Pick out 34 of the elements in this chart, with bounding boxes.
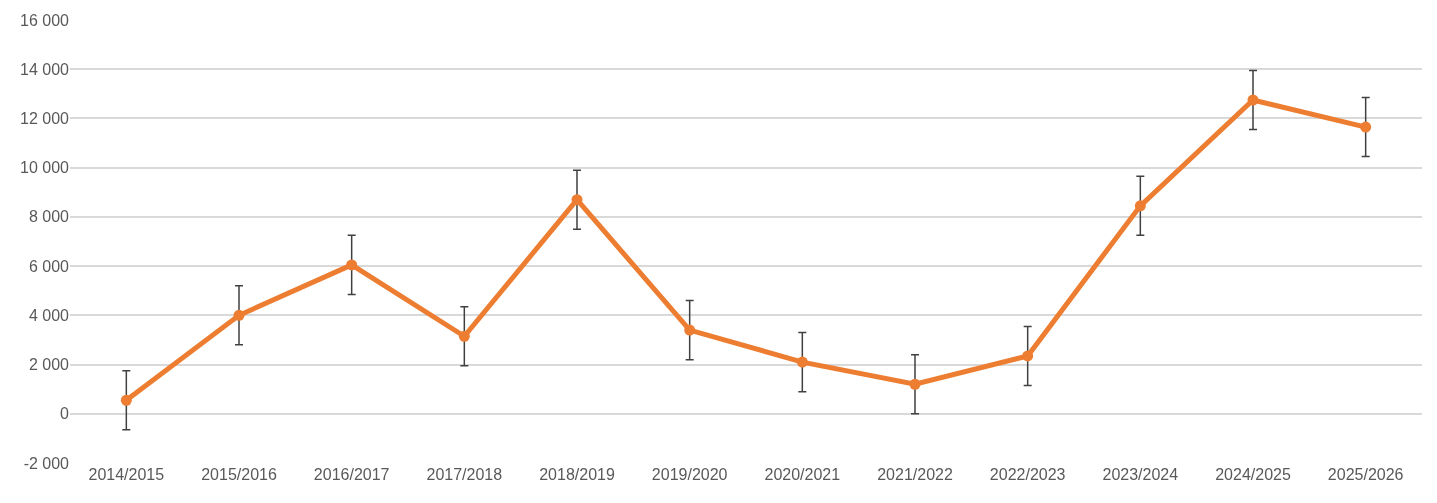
y-tick-label: 4 000 [28,306,70,324]
y-tick-label: 14 000 [20,60,70,78]
y-tick-label: 8 000 [28,208,70,226]
x-tick-label: 2018/2019 [539,466,615,483]
y-tick-label: -2 000 [23,454,70,472]
y-tick-label: 12 000 [20,110,70,128]
point [909,378,921,390]
x-tick-label: 2024/2025 [1215,466,1291,483]
point [233,309,245,321]
x-tick-label: 2025/2026 [1327,466,1404,483]
x-tick-label: 2022/2023 [989,466,1066,483]
x-tick-label: 2019/2020 [651,466,728,483]
x-tick-label: 2023/2024 [1102,466,1179,483]
point [346,259,358,271]
point [120,394,132,406]
point [1022,350,1034,362]
point [1134,200,1146,212]
x-tick-label: 2015/2016 [201,466,277,483]
point [1247,94,1259,106]
y-tick-label: 6 000 [28,257,70,275]
y-tick-label: 10 000 [20,159,70,177]
x-tick-label: 2020/2021 [764,466,841,483]
y-tick-label: 0 [60,405,70,423]
x-tick-label: 2017/2018 [426,466,503,483]
point [571,194,583,206]
point [796,356,808,368]
x-tick-label: 2016/2017 [313,466,390,483]
x-tick-label: 2014/2015 [88,466,165,483]
y-tick-label: 16 000 [20,11,70,29]
point [1360,121,1372,133]
x-tick-label: 2021/2022 [877,466,953,483]
y-tick-label: 2 000 [28,356,70,374]
point [458,330,470,342]
point [684,324,696,336]
